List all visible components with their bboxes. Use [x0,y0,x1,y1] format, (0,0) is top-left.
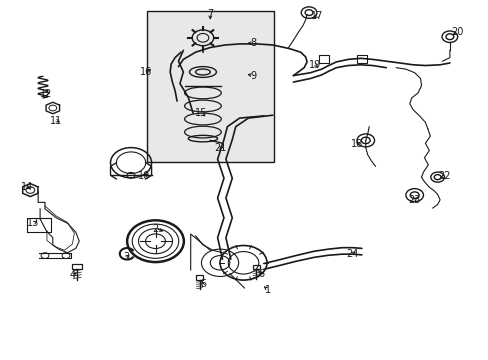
Text: 10: 10 [138,171,150,181]
Text: 15: 15 [195,108,207,118]
Text: 4: 4 [69,270,75,280]
Text: 14: 14 [20,182,33,192]
Text: 19: 19 [308,60,321,70]
Text: 8: 8 [250,38,256,48]
Text: 18: 18 [350,139,363,149]
Text: 17: 17 [310,11,323,21]
Text: 9: 9 [250,71,256,81]
Text: 13: 13 [27,218,40,228]
Bar [72,264,82,269]
Bar [146,11,273,162]
Bar [318,55,328,63]
Text: 24: 24 [345,249,358,259]
Bar [196,275,203,280]
Text: 21: 21 [213,143,226,153]
Bar [356,55,366,63]
Text: 3: 3 [123,252,129,262]
Text: 2: 2 [152,224,158,234]
Text: 12: 12 [40,89,53,99]
Text: 7: 7 [207,9,213,19]
Text: 5: 5 [200,279,205,289]
Text: 16: 16 [139,67,152,77]
Bar [252,265,259,269]
Text: 23: 23 [407,195,420,205]
Text: 1: 1 [264,285,270,295]
Text: 11: 11 [50,116,62,126]
Text: 6: 6 [258,269,264,279]
Text: 22: 22 [437,171,449,181]
Text: 20: 20 [450,27,463,37]
